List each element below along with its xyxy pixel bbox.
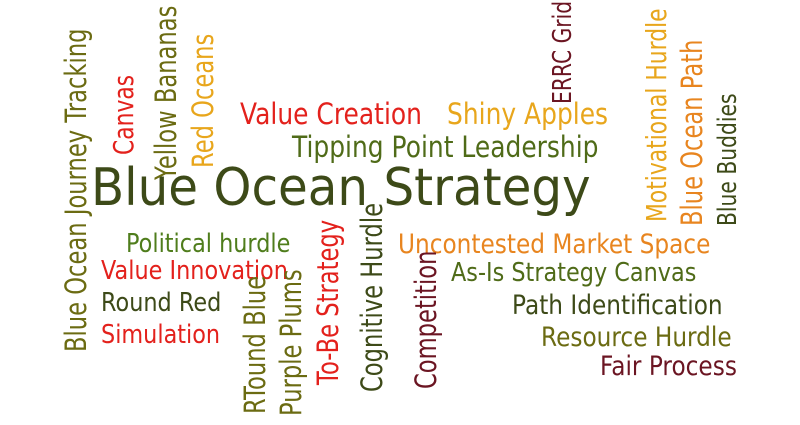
word-uncontested-market-space: Uncontested Market Space <box>398 229 711 260</box>
word-yellow-bananas: Yellow Bananas <box>149 5 183 180</box>
word-red-oceans: Red Oceans <box>186 33 220 168</box>
word-cognitive-hurdle: Cognitive Hurdle <box>355 202 389 392</box>
word-simulation: Simulation <box>101 320 221 350</box>
word-path-identification: Path Identification <box>512 290 723 321</box>
word-errc-grid: ERRC Grid <box>548 0 578 105</box>
word-purple-plums: Purple Plums <box>274 269 308 416</box>
word-blue-ocean-journey-tracking: Blue Ocean Journey Tracking <box>59 28 93 353</box>
word-blue-ocean-strategy: Blue Ocean Strategy <box>91 158 591 218</box>
word-motivational-hurdle: Motivational Hurdle <box>640 8 673 223</box>
word-round-red: Round Red <box>101 288 222 318</box>
word-blue-ocean-path: Blue Ocean Path <box>675 39 709 226</box>
word-value-creation: Value Creation <box>240 97 422 131</box>
word-canvas: Canvas <box>107 74 140 155</box>
word-tipping-point-leadership: Tipping Point Leadership <box>292 130 599 164</box>
word-fair-process: Fair Process <box>600 351 737 382</box>
word-shiny-apples: Shiny Apples <box>447 97 609 131</box>
word-value-innovation: Value Innovation <box>101 256 288 286</box>
word-political-hurdle: Political hurdle <box>126 229 291 259</box>
word-blue-buddies: Blue Buddies <box>713 93 743 226</box>
word-resource-hurdle: Resource Hurdle <box>541 322 732 353</box>
word-to-be-strategy: To-Be Strategy <box>311 219 345 385</box>
word-as-is-strategy-canvas: As-Is Strategy Canvas <box>451 258 697 288</box>
word-rtound-blue: RTound Blue <box>238 275 272 414</box>
word-competition: Competition <box>409 250 443 389</box>
